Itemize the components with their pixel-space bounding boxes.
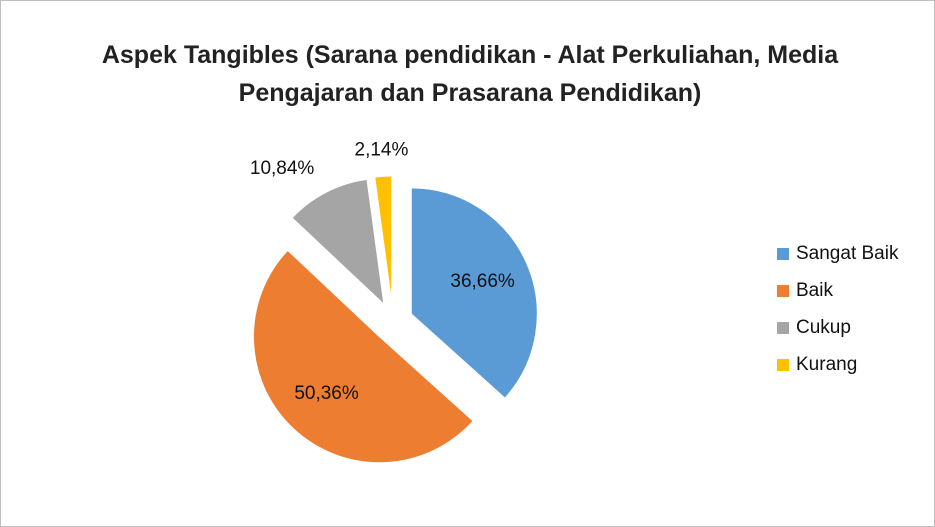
data-label: 36,66%	[450, 271, 515, 292]
legend-label: Sangat Baik	[796, 243, 899, 264]
legend-label: Baik	[796, 280, 833, 301]
legend-swatch	[777, 359, 789, 371]
legend-label: Kurang	[796, 354, 857, 375]
data-label: 10,84%	[250, 158, 315, 179]
pie-slice	[291, 178, 385, 306]
pie-slice	[374, 175, 393, 303]
legend-swatch	[777, 248, 789, 260]
legend-swatch	[777, 285, 789, 297]
legend-swatch	[777, 322, 789, 334]
legend-label: Cukup	[796, 317, 851, 338]
data-label: 50,36%	[294, 383, 359, 404]
data-label: 2,14%	[355, 139, 409, 160]
pie-slice	[252, 249, 474, 464]
pie-slice	[410, 187, 538, 399]
chart-title: Aspek Tangibles (Sarana pendidikan - Ala…	[101, 41, 839, 107]
